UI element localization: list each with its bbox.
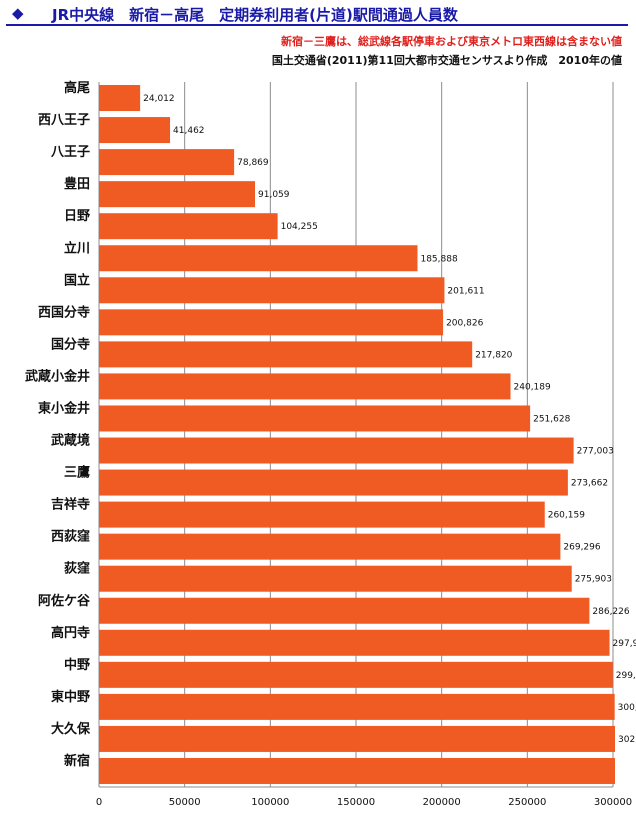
category-label-14: 西荻窪 — [51, 529, 90, 545]
bar-17 — [99, 629, 610, 656]
category-label-9: 武蔵小金井 — [25, 368, 90, 384]
category-label-2: 八王子 — [50, 145, 90, 160]
chart-note: 新宿－三鷹は、総武線各駅停車および東京メトロ東西線は含まない値 — [281, 35, 622, 48]
value-label-5: 185,888 — [420, 254, 457, 264]
category-label-10: 東小金井 — [38, 400, 90, 416]
value-label-19: 300,975 — [618, 703, 636, 713]
x-tick-label-4: 200000 — [423, 797, 461, 808]
category-label-7: 西国分寺 — [38, 304, 90, 320]
x-tick-label-2: 100000 — [251, 797, 289, 808]
x-tick-label-6: 300000 — [594, 797, 632, 808]
bar-12 — [99, 469, 568, 496]
value-label-20: 302,183 — [618, 735, 636, 745]
category-label-0: 高尾 — [64, 80, 90, 96]
value-label-15: 275,903 — [575, 575, 612, 585]
value-label-10: 251,628 — [533, 414, 570, 424]
bar-21 — [99, 757, 615, 784]
chart-source: 国土交通省(2011)第11回大都市交通センサスより作成 2010年の値 — [271, 54, 622, 67]
bar-18 — [99, 661, 613, 688]
category-label-3: 豊田 — [64, 176, 90, 192]
value-label-14: 269,296 — [563, 543, 600, 553]
category-labels: 高尾西八王子八王子豊田日野立川国立西国分寺国分寺武蔵小金井東小金井武蔵境三鷹吉祥… — [25, 80, 91, 769]
bar-8 — [99, 341, 473, 368]
bar-11 — [99, 437, 574, 464]
bar-14 — [99, 533, 561, 560]
category-label-11: 武蔵境 — [51, 433, 90, 449]
bar-3 — [99, 181, 256, 208]
bar-4 — [99, 213, 278, 240]
value-label-17: 297,983 — [613, 639, 636, 649]
bar-7 — [99, 309, 444, 336]
category-label-13: 吉祥寺 — [51, 497, 90, 513]
category-label-12: 三鷹 — [64, 465, 90, 481]
value-label-4: 104,255 — [281, 222, 318, 232]
value-label-16: 286,226 — [592, 607, 629, 617]
bar-6 — [99, 277, 445, 304]
value-label-18: 299,855 — [616, 671, 636, 681]
category-label-17: 高円寺 — [51, 625, 90, 641]
chart-title: ◆ JR中央線 新宿－高尾 定期券利用者(片道)駅間通過人員数 — [6, 4, 628, 26]
value-labels: 24,012 41,462 78,869 91,059 104,255 185,888 20… — [143, 94, 636, 745]
category-label-15: 荻窪 — [64, 561, 90, 577]
category-label-20: 大久保 — [51, 721, 91, 737]
category-label-8: 国分寺 — [51, 336, 90, 352]
category-label-18: 中野 — [64, 657, 90, 673]
category-label-1: 西八王子 — [38, 113, 90, 128]
bar-19 — [99, 693, 615, 720]
bar-16 — [99, 597, 590, 624]
value-label-6: 201,611 — [447, 286, 484, 296]
value-label-0: 24,012 — [143, 94, 175, 104]
value-label-12: 273,662 — [571, 479, 608, 489]
category-label-19: 東中野 — [51, 689, 90, 705]
bar-2 — [99, 149, 235, 176]
bars — [99, 85, 615, 784]
category-label-6: 国立 — [64, 272, 90, 288]
bar-1 — [99, 117, 171, 144]
x-axis-ticks: 0 50000 100000 150000 200000 250000 300000 — [96, 797, 632, 808]
value-label-7: 200,826 — [446, 318, 483, 328]
bar-10 — [99, 405, 531, 432]
value-label-13: 260,159 — [548, 511, 585, 521]
category-label-16: 阿佐ケ谷 — [38, 593, 91, 609]
category-label-21: 新宿 — [64, 753, 90, 769]
x-tick-label-1: 50000 — [169, 797, 201, 808]
value-label-2: 78,869 — [237, 158, 269, 168]
value-label-8: 217,820 — [475, 350, 512, 360]
bar-13 — [99, 501, 545, 528]
bar-15 — [99, 565, 572, 592]
bar-9 — [99, 373, 511, 400]
value-label-9: 240,189 — [514, 382, 551, 392]
bar-5 — [99, 245, 418, 272]
value-label-3: 91,059 — [258, 190, 290, 200]
value-label-11: 277,003 — [577, 447, 614, 457]
value-label-1: 41,462 — [173, 126, 205, 136]
x-tick-label-5: 250000 — [508, 797, 546, 808]
bar-20 — [99, 725, 615, 752]
x-tick-label-0: 0 — [96, 797, 102, 808]
chart-title-text: JR中央線 新宿－高尾 定期券利用者(片道)駅間通過人員数 — [52, 6, 458, 24]
bar-0 — [99, 85, 141, 112]
category-label-5: 立川 — [64, 240, 90, 256]
diamond-icon: ◆ — [12, 4, 24, 22]
category-label-4: 日野 — [64, 209, 90, 224]
x-tick-label-3: 150000 — [337, 797, 375, 808]
